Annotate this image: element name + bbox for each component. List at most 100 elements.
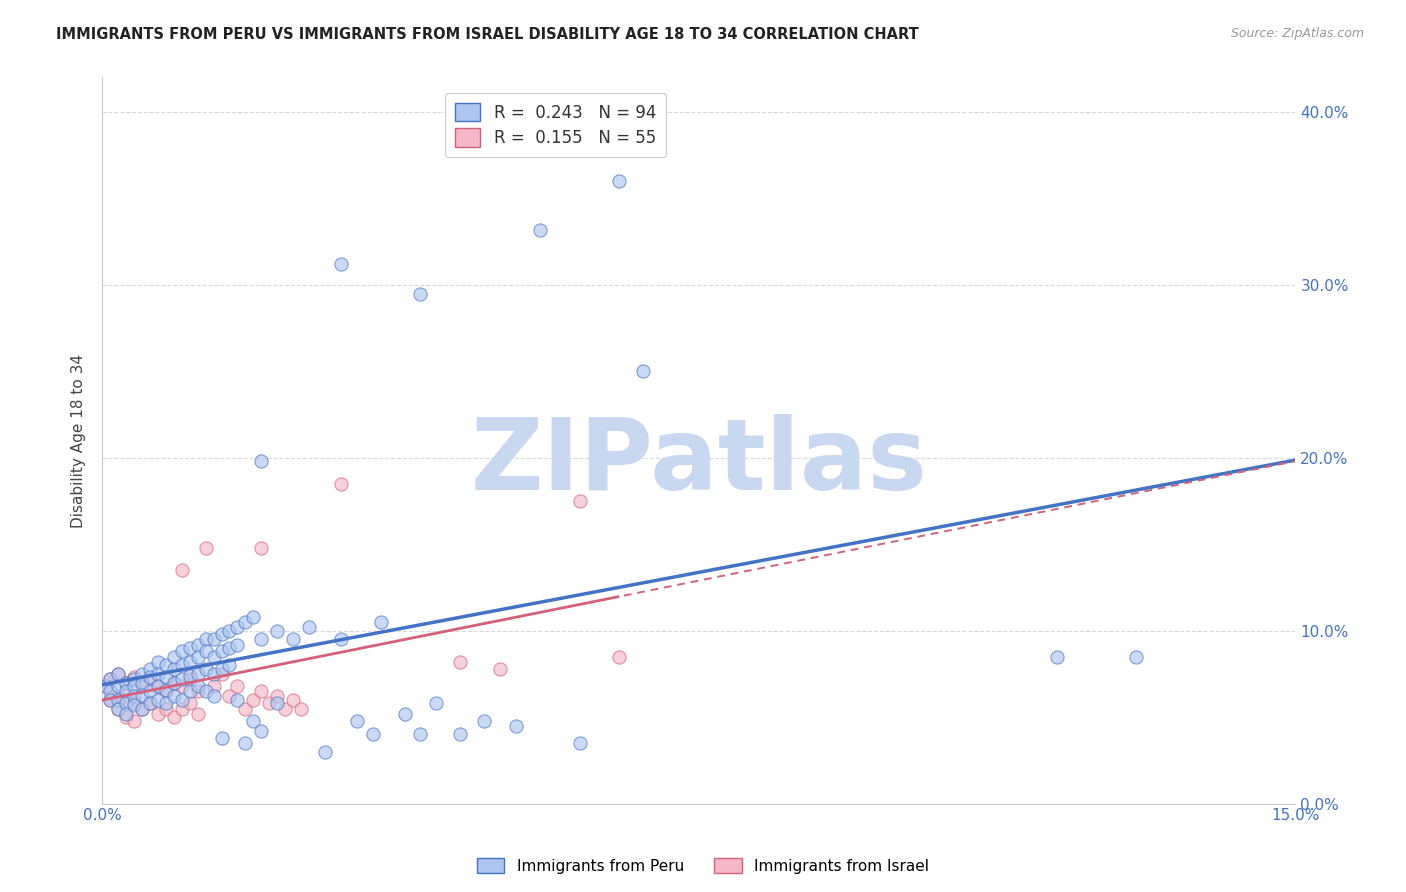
Point [329,476,352,491]
Point [163,690,186,704]
Point [568,494,591,508]
Point [1125,649,1147,664]
Point [179,696,201,710]
Point [170,644,193,658]
Point [607,649,630,664]
Point [218,624,240,638]
Point [98,693,121,707]
Point [170,693,193,707]
Point [179,640,201,655]
Point [226,693,249,707]
Point [139,670,162,684]
Point [409,727,432,741]
Point [98,672,121,686]
Point [211,627,233,641]
Point [139,696,162,710]
Point [115,675,138,690]
Point [131,701,153,715]
Point [607,174,630,188]
Point [250,541,273,555]
Point [131,679,153,693]
Point [281,693,304,707]
Point [250,454,273,468]
Point [146,655,169,669]
Point [329,632,352,647]
Point [370,615,392,629]
Point [281,632,304,647]
Point [139,684,162,698]
Point [394,706,416,721]
Point [179,668,201,682]
Point [211,667,233,681]
Point [242,610,264,624]
Point [163,675,186,690]
Point [242,714,264,728]
Legend: R =  0.243   N = 94, R =  0.155   N = 55: R = 0.243 N = 94, R = 0.155 N = 55 [446,93,666,157]
Point [139,696,162,710]
Point [179,655,201,669]
Point [98,684,121,698]
Point [489,662,512,676]
Point [107,679,129,693]
Point [449,655,471,669]
Point [226,679,249,693]
Point [202,679,225,693]
Point [107,693,129,707]
Point [194,684,217,698]
Point [218,640,240,655]
Point [329,257,352,271]
Point [425,696,447,710]
Point [298,620,321,634]
Point [187,638,209,652]
Point [259,696,281,710]
Point [449,727,471,741]
Point [107,690,129,704]
Point [266,690,288,704]
Point [218,658,240,673]
Point [155,670,177,684]
Point [218,690,240,704]
Point [409,286,432,301]
Point [155,658,177,673]
Point [122,696,145,710]
Point [122,690,145,704]
Point [146,693,169,707]
Point [202,649,225,664]
Point [107,701,129,715]
Point [211,731,233,745]
Point [115,684,138,698]
Point [346,714,368,728]
Point [631,364,654,378]
Point [202,632,225,647]
Point [179,684,201,698]
Point [115,675,138,690]
Point [115,696,138,710]
Point [170,658,193,673]
Point [202,690,225,704]
Point [170,679,193,693]
Point [163,649,186,664]
Point [226,638,249,652]
Point [122,679,145,693]
Point [179,672,201,686]
Point [235,615,257,629]
Point [529,222,551,236]
Point [122,698,145,712]
Point [146,667,169,681]
Point [472,714,495,728]
Point [122,672,145,686]
Point [131,688,153,702]
Point [187,706,209,721]
Point [155,701,177,715]
Point [226,620,249,634]
Point [170,701,193,715]
Point [314,745,336,759]
Point [163,675,186,690]
Point [139,662,162,676]
Point [194,662,217,676]
Point [146,706,169,721]
Point [250,724,273,739]
Text: ZIPatlas: ZIPatlas [471,414,928,511]
Legend: Immigrants from Peru, Immigrants from Israel: Immigrants from Peru, Immigrants from Is… [471,852,935,880]
Point [202,667,225,681]
